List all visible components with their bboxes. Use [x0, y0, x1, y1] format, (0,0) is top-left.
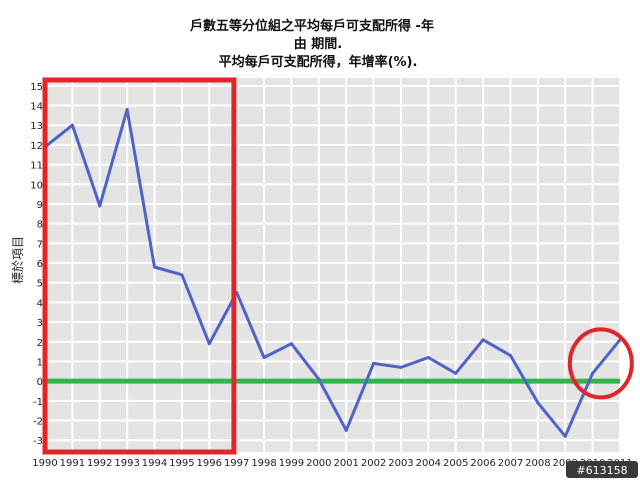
y-tick-label: 6: [37, 259, 43, 270]
y-tick-label: -2: [33, 417, 43, 428]
watermark: #613158: [566, 461, 638, 478]
x-tick-label: 1993: [114, 458, 139, 469]
x-tick-label: 2000: [306, 458, 331, 469]
data-point: [591, 371, 595, 375]
y-tick-label: 8: [37, 220, 43, 231]
x-tick-label: 2009: [553, 458, 578, 469]
x-tick-label: 1992: [87, 458, 112, 469]
x-tick-label: 2005: [443, 458, 468, 469]
data-point: [426, 356, 430, 360]
data-point: [454, 371, 458, 375]
y-tick-label: 4: [37, 298, 43, 309]
x-tick-label: 2007: [498, 458, 523, 469]
data-point: [563, 434, 567, 438]
watermark-text: #613158: [576, 464, 627, 477]
y-axis-label: 標於項目: [10, 236, 25, 284]
x-tick-label: 2008: [525, 458, 550, 469]
y-tick-label: 7: [37, 239, 43, 250]
chart-title: 戶數五等分位組之平均每戶可支配所得 -年 由 期間. 平均每戶可支配所得，年增率…: [190, 18, 434, 70]
data-point: [289, 342, 293, 346]
title-line-1: 戶數五等分位組之平均每戶可支配所得 -年: [190, 18, 434, 34]
x-tick-label: 1999: [279, 458, 304, 469]
y-tick-label: 1: [37, 357, 43, 368]
plot-background: [45, 78, 620, 452]
data-point: [180, 273, 184, 277]
y-tick-label: 13: [30, 121, 43, 132]
data-point: [125, 107, 129, 111]
x-tick-label: 2001: [333, 458, 358, 469]
x-tick-label: 1997: [224, 458, 249, 469]
data-point: [317, 377, 321, 381]
data-point: [262, 356, 266, 360]
x-tick-label: 1998: [251, 458, 276, 469]
x-tick-label: 2006: [470, 458, 495, 469]
y-tick-label: 10: [30, 180, 43, 191]
y-tick-label: -1: [33, 397, 43, 408]
y-tick-label: -3: [33, 436, 43, 447]
x-tick-label: 2002: [361, 458, 386, 469]
x-tick-label: 2003: [388, 458, 413, 469]
title-line-3: 平均每戶可支配所得，年增率(%).: [219, 54, 418, 70]
data-point: [536, 401, 540, 405]
data-point: [399, 365, 403, 369]
y-tick-label: 14: [30, 102, 43, 113]
data-point: [207, 342, 211, 346]
y-tick-label: 0: [37, 377, 43, 388]
y-tick-label: 15: [30, 82, 43, 93]
watermark-background: [566, 461, 638, 478]
y-tick-label: 2: [37, 338, 43, 349]
y-tick-label: 11: [30, 161, 43, 172]
data-point: [372, 361, 376, 365]
highlight-ellipse: [567, 327, 634, 400]
x-tick-label: 1991: [60, 458, 85, 469]
data-point: [481, 338, 485, 342]
data-point: [344, 428, 348, 432]
series-line: [44, 108, 622, 438]
data-point: [153, 265, 157, 269]
x-tick-label: 1995: [169, 458, 194, 469]
x-tick-label: 1994: [142, 458, 167, 469]
x-tick-label: 1990: [32, 458, 57, 469]
x-tick-label: 2004: [416, 458, 441, 469]
y-tick-label: 5: [37, 279, 43, 290]
highlight-rectangle: [42, 77, 237, 455]
x-tick-label: 1996: [197, 458, 222, 469]
y-tick-label: 12: [30, 141, 43, 152]
data-point: [70, 123, 74, 127]
data-point: [98, 204, 102, 208]
y-tick-label: 9: [37, 200, 43, 211]
data-point: [508, 354, 512, 358]
y-tick-label: 3: [37, 318, 43, 329]
title-line-2: 由 期間.: [294, 36, 342, 52]
annotation-layer: [42, 77, 634, 455]
x-tick-labels: 1990 1991 1992 1993 1994 1995 1996 1997 1998 1999…: [32, 458, 632, 469]
